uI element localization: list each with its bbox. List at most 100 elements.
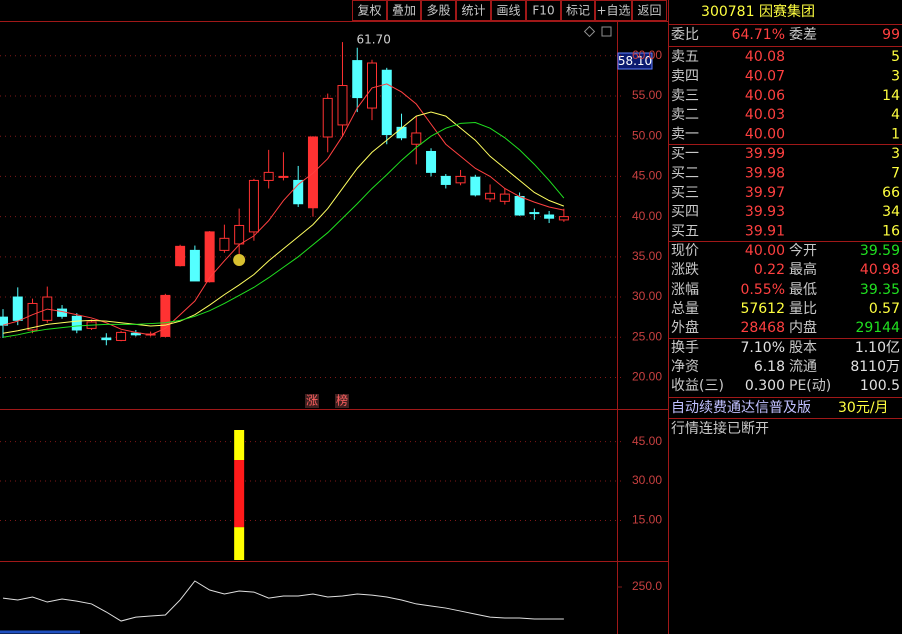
- candle-body: [27, 302, 38, 331]
- toolbar-button[interactable]: [491, 0, 526, 21]
- candle-body: [130, 332, 141, 336]
- panel-label2: PE(动): [789, 378, 831, 394]
- panel-value2: 1.10亿: [855, 340, 900, 356]
- toolbar-button[interactable]: [456, 0, 491, 21]
- y-tick-label: 45.00: [632, 434, 662, 448]
- y-tick-label: 20.00: [632, 370, 662, 384]
- panel-price: 40.03: [745, 107, 785, 123]
- panel-label: 净资: [671, 359, 699, 375]
- panel-value2: 39.59: [860, 243, 900, 259]
- panel-value: 0.300: [745, 378, 785, 394]
- toolbar-label[interactable]: 统计: [461, 4, 485, 18]
- panel-label2: 最高: [789, 261, 817, 278]
- toolbar-label[interactable]: F10: [532, 4, 554, 18]
- panel-label: 涨幅: [671, 282, 699, 298]
- toolbar-button[interactable]: [595, 0, 632, 21]
- panel-value: 0.55%: [741, 282, 785, 298]
- toolbar-button[interactable]: [421, 0, 456, 21]
- panel-label: 委比: [671, 27, 699, 43]
- panel-label: 卖一: [671, 127, 699, 143]
- toolbar-button[interactable]: [387, 0, 421, 21]
- panel-price: 40.08: [745, 49, 785, 65]
- panel-price: 40.07: [745, 68, 785, 84]
- candle-body: [455, 175, 466, 184]
- panel-label: 现价: [671, 243, 699, 259]
- panel-price: 39.91: [745, 224, 785, 240]
- candle-body: [470, 176, 481, 196]
- panel-label: 买五: [671, 224, 699, 240]
- panel-label2: 今开: [789, 243, 817, 259]
- panel-label: 外盘: [671, 319, 699, 336]
- coin-icon: [233, 254, 246, 266]
- candle-body: [12, 296, 23, 321]
- panel-value: 0.22: [754, 262, 785, 278]
- high-annotation: 61.70: [356, 33, 390, 47]
- panel-label: 买四: [671, 204, 699, 220]
- panel-price: 40.06: [745, 88, 785, 104]
- toolbar-button[interactable]: [352, 0, 387, 21]
- indicator-line: [2, 580, 564, 622]
- y-tick-label: 25.00: [632, 329, 662, 343]
- stock-title: 300781 因赛集团: [701, 3, 815, 20]
- candle-body: [337, 85, 348, 126]
- panel-volume: 16: [882, 224, 900, 240]
- panel-price: 39.99: [745, 146, 785, 162]
- candle-body: [514, 196, 525, 216]
- panel-label: 卖三: [671, 88, 699, 104]
- candle-body: [219, 237, 230, 251]
- y-tick-label: 30.00: [632, 289, 662, 303]
- candle-body: [426, 150, 437, 173]
- panel-value2: 0.57: [869, 301, 900, 317]
- panel-label2: 内盘: [789, 319, 817, 336]
- panel-label2: 股本: [789, 340, 817, 356]
- panel-label: 买一: [671, 146, 699, 162]
- panel-value: 40.00: [745, 243, 785, 259]
- candle-body: [485, 192, 496, 200]
- volume-bar-segment: [234, 430, 245, 460]
- panel-label: 买三: [671, 185, 699, 201]
- panel-volume: 5: [891, 49, 900, 65]
- candle-body: [307, 136, 318, 209]
- candle-body: [381, 69, 392, 136]
- panel-volume: 1: [891, 127, 900, 143]
- y-tick-label: 30.00: [632, 473, 662, 487]
- toolbar-label[interactable]: 返回: [637, 4, 661, 18]
- toolbar-button[interactable]: [526, 0, 561, 21]
- panel-label2: 流通: [789, 359, 817, 375]
- candle-body: [204, 231, 215, 283]
- ad-price[interactable]: 30元/月: [838, 400, 889, 416]
- panel-label: 收益(三): [671, 378, 724, 394]
- panel-price: 39.93: [745, 204, 785, 220]
- toolbar-label[interactable]: 叠加: [392, 4, 416, 18]
- candle-body: [234, 224, 245, 245]
- panel-volume: 14: [882, 88, 900, 104]
- toolbar-label[interactable]: 多股: [426, 4, 450, 18]
- panel-price: 39.97: [745, 185, 785, 201]
- ad-text[interactable]: 自动续费通达信普及版: [671, 399, 811, 416]
- price-tag-box: [617, 52, 653, 70]
- panel-volume: 66: [882, 185, 900, 201]
- candle-body: [293, 179, 304, 205]
- candle-body: [189, 249, 200, 282]
- panel-label: 换手: [671, 339, 699, 356]
- toolbar-button[interactable]: [561, 0, 595, 21]
- toolbar-button[interactable]: [632, 0, 667, 21]
- volume-bar-segment: [234, 460, 245, 528]
- candle-body: [558, 216, 569, 221]
- candle-body: [529, 212, 540, 215]
- candle-body: [322, 97, 333, 138]
- toolbar-label[interactable]: 标记: [566, 4, 590, 18]
- panel-value2: 8110万: [850, 359, 900, 375]
- panel-value: 57612: [740, 301, 785, 317]
- candle-body: [160, 294, 171, 337]
- panel-label2: 量比: [789, 301, 817, 317]
- toolbar-label[interactable]: +自选: [596, 4, 630, 18]
- toolbar-label[interactable]: 复权: [357, 4, 381, 18]
- y-tick-label: 60.00: [632, 48, 662, 62]
- panel-label: 卖五: [671, 49, 699, 65]
- panel-label2: 委差: [789, 27, 817, 43]
- candle-body: [116, 331, 127, 341]
- toolbar-label[interactable]: 画线: [496, 4, 520, 18]
